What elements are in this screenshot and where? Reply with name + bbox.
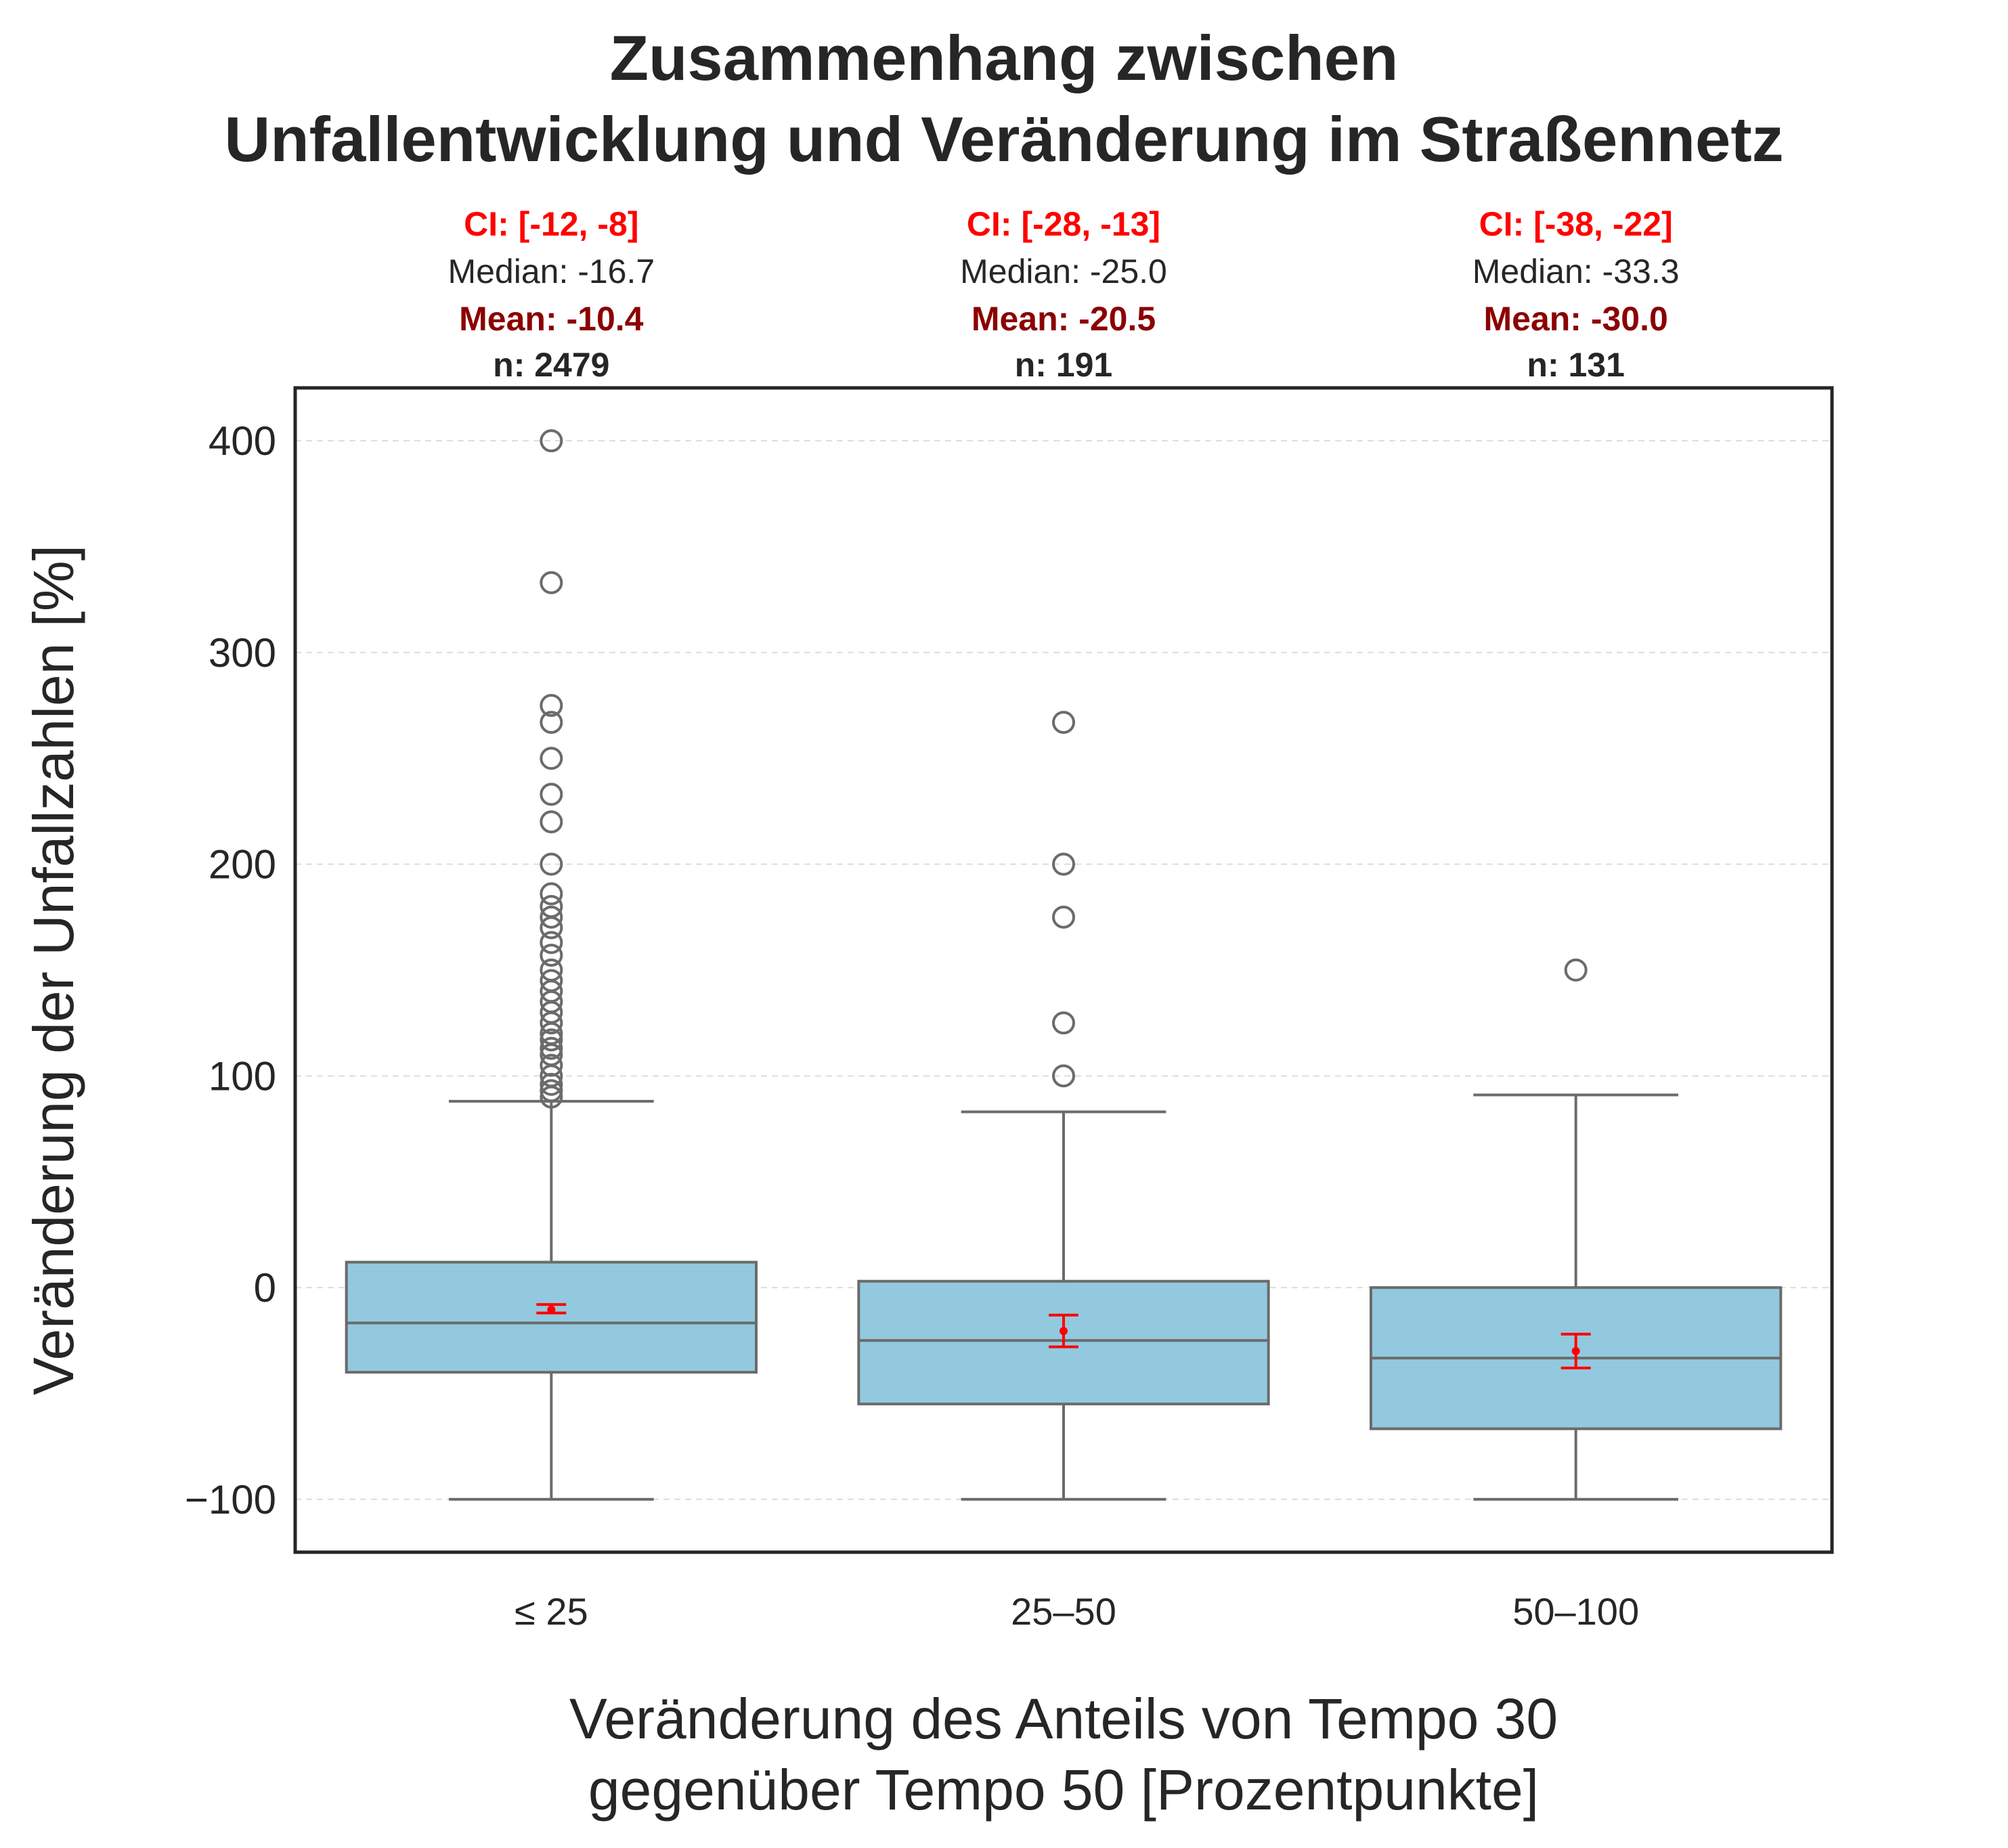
- mean-annotation: Mean: -10.4: [459, 300, 644, 338]
- y-tick-label: 0: [254, 1265, 276, 1311]
- outlier-point: [540, 1079, 563, 1103]
- outlier-point: [1052, 905, 1075, 929]
- box-series: [345, 429, 1783, 1501]
- chart-title: Zusammenhang zwischen Unfallentwicklung …: [224, 22, 1783, 175]
- outlier-point: [540, 905, 563, 929]
- chart-title-line-2: Unfallentwicklung und Veränderung im Str…: [224, 104, 1783, 175]
- y-axis-ticks: −100 0 100 200 300 400: [185, 418, 276, 1522]
- ci-annotation: CI: [-28, -13]: [967, 205, 1160, 243]
- n-annotation: n: 2479: [493, 346, 609, 384]
- outlier-point: [540, 1036, 563, 1060]
- group-annotation: CI: [-12, -8] Median: -16.7 Mean: -10.4 n: …: [448, 205, 655, 384]
- median-annotation: Median: -33.3: [1472, 252, 1680, 290]
- y-tick-label: 100: [209, 1053, 276, 1099]
- outlier-point: [540, 810, 563, 834]
- box-group: [857, 711, 1270, 1501]
- ci-annotation: CI: [-38, -22]: [1479, 205, 1673, 243]
- chart-title-line-1: Zusammenhang zwischen: [610, 22, 1399, 93]
- y-tick-label: 300: [209, 630, 276, 676]
- outlier-point: [540, 852, 563, 876]
- outlier-point: [540, 895, 563, 919]
- outlier-point: [540, 747, 563, 770]
- outlier-point: [540, 882, 563, 906]
- x-tick-label: 25–50: [1011, 1590, 1116, 1633]
- y-tick-label: 400: [209, 418, 276, 464]
- iqr-box: [345, 1260, 758, 1374]
- mean-point: [1571, 1346, 1580, 1355]
- mean-annotation: Mean: -30.0: [1484, 300, 1668, 338]
- mean-annotation: Mean: -20.5: [972, 300, 1156, 338]
- outlier-point: [1052, 711, 1075, 734]
- x-axis-title-line-1: Veränderung des Anteils von Tempo 30: [569, 1687, 1558, 1751]
- outlier-point: [540, 1028, 563, 1052]
- mean-point: [547, 1305, 556, 1314]
- group-annotation: CI: [-38, -22] Median: -33.3 Mean: -30.0 n:…: [1472, 205, 1680, 384]
- x-axis-title: Veränderung des Anteils von Tempo 30 geg…: [569, 1687, 1558, 1822]
- ci-annotation: CI: [-12, -8]: [464, 205, 638, 243]
- outlier-point: [540, 571, 563, 594]
- outlier-point: [540, 944, 563, 967]
- outlier-point: [540, 783, 563, 806]
- mean-point: [1060, 1327, 1068, 1336]
- outlier-point: [540, 429, 563, 453]
- outlier-point: [1052, 852, 1075, 876]
- median-annotation: Median: -25.0: [960, 252, 1167, 290]
- group-annotations: CI: [-12, -8] Median: -16.7 Mean: -10.4 n: …: [448, 205, 1679, 384]
- group-annotation: CI: [-28, -13] Median: -25.0 Mean: -20.5 n:…: [960, 205, 1167, 384]
- n-annotation: n: 131: [1527, 346, 1625, 384]
- outlier-point: [540, 1053, 563, 1077]
- x-axis-ticks: ≤ 25 25–50 50–100: [515, 1590, 1639, 1633]
- x-tick-label: 50–100: [1512, 1590, 1639, 1633]
- y-axis-title: Veränderung der Unfallzahlen [%]: [22, 545, 85, 1395]
- box-group: [1370, 959, 1783, 1501]
- median-annotation: Median: -16.7: [448, 252, 655, 290]
- plot-frame: [293, 386, 1834, 1554]
- outlier-point: [540, 711, 563, 734]
- outlier-point: [1052, 1011, 1075, 1035]
- outlier-point: [540, 694, 563, 718]
- x-tick-label: ≤ 25: [515, 1590, 588, 1633]
- outlier-point: [1564, 959, 1588, 982]
- outlier-point: [540, 959, 563, 982]
- outlier-point: [540, 931, 563, 954]
- n-annotation: n: 191: [1015, 346, 1113, 384]
- x-axis-title-line-2: gegenüber Tempo 50 [Prozentpunkte]: [588, 1758, 1539, 1822]
- y-tick-label: 200: [209, 842, 276, 887]
- outlier-point: [540, 969, 563, 992]
- y-tick-label: −100: [185, 1477, 276, 1522]
- box-group: [345, 429, 758, 1501]
- outlier-point: [1052, 1064, 1075, 1088]
